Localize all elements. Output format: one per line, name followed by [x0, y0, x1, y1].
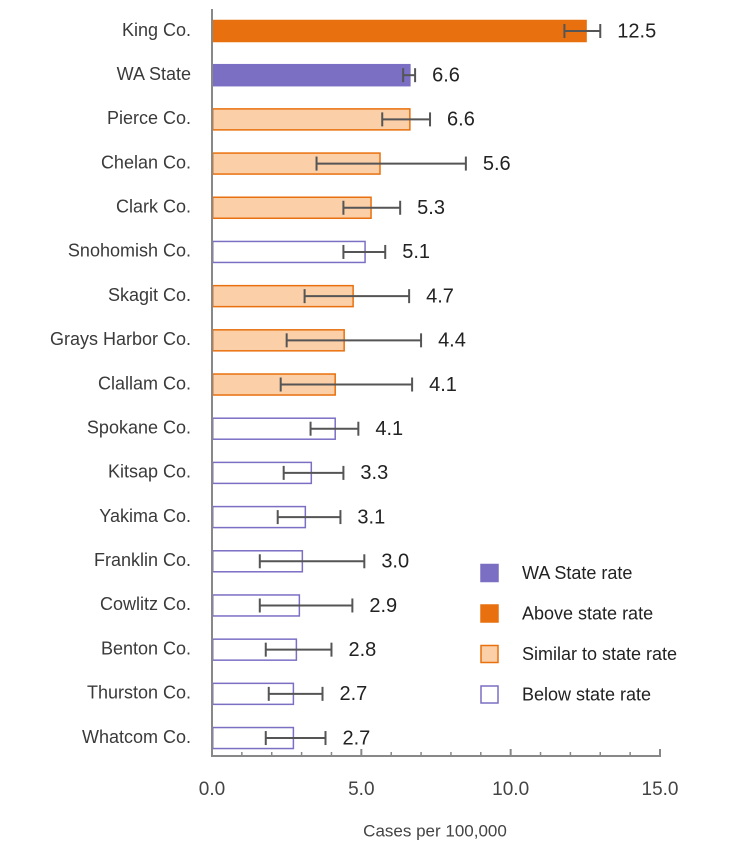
- value-label: 4.1: [375, 418, 403, 440]
- value-label: 4.7: [426, 285, 454, 307]
- x-tick-label: 15.0: [642, 779, 679, 800]
- category-label: King Co.: [122, 20, 191, 40]
- bar: [212, 19, 587, 43]
- value-label: 4.1: [429, 374, 457, 396]
- legend-label: Similar to state rate: [522, 644, 677, 664]
- category-label: Snohomish Co.: [68, 241, 191, 261]
- category-label: WA State: [117, 64, 191, 84]
- category-label: Clallam Co.: [98, 373, 191, 393]
- x-tick-label: 5.0: [348, 779, 374, 800]
- bar: [212, 240, 366, 264]
- category-label: Franklin Co.: [94, 550, 191, 570]
- value-label: 3.3: [360, 462, 388, 484]
- category-label: Cowlitz Co.: [100, 594, 191, 614]
- legend-swatch: [480, 563, 499, 583]
- legend-label: Above state rate: [522, 603, 653, 623]
- x-tick-label: 0.0: [199, 779, 225, 800]
- category-label: Yakima Co.: [99, 506, 191, 526]
- category-label: Kitsap Co.: [108, 462, 191, 482]
- value-label: 6.6: [447, 109, 475, 131]
- value-label: 2.7: [342, 727, 370, 749]
- value-label: 2.8: [348, 639, 376, 661]
- category-label: Grays Harbor Co.: [50, 329, 191, 349]
- category-label: Spokane Co.: [87, 417, 191, 437]
- x-axis-title: Cases per 100,000: [363, 821, 507, 840]
- x-tick-label: 10.0: [492, 779, 529, 800]
- bar: [212, 108, 411, 131]
- value-label: 2.7: [340, 683, 368, 705]
- bar: [212, 63, 411, 87]
- value-label: 12.5: [617, 20, 656, 42]
- legend-swatch: [480, 644, 499, 664]
- value-label: 5.6: [483, 153, 511, 175]
- value-label: 5.3: [417, 197, 445, 219]
- category-label: Clark Co.: [116, 197, 191, 217]
- value-label: 2.9: [369, 595, 397, 617]
- category-label: Whatcom Co.: [82, 727, 191, 747]
- category-label: Pierce Co.: [107, 108, 191, 128]
- legend-label: WA State rate: [522, 563, 632, 583]
- value-label: 5.1: [402, 241, 430, 263]
- value-label: 3.0: [381, 551, 409, 573]
- category-label: Thurston Co.: [87, 683, 191, 703]
- value-label: 6.6: [432, 64, 460, 86]
- value-label: 3.1: [357, 506, 385, 528]
- value-label: 4.4: [438, 330, 466, 352]
- legend-swatch: [480, 685, 499, 704]
- category-label: Skagit Co.: [108, 285, 191, 305]
- legend-swatch: [480, 604, 499, 623]
- category-label: Benton Co.: [101, 638, 191, 658]
- category-label: Chelan Co.: [101, 152, 191, 172]
- legend-label: Below state rate: [522, 684, 651, 704]
